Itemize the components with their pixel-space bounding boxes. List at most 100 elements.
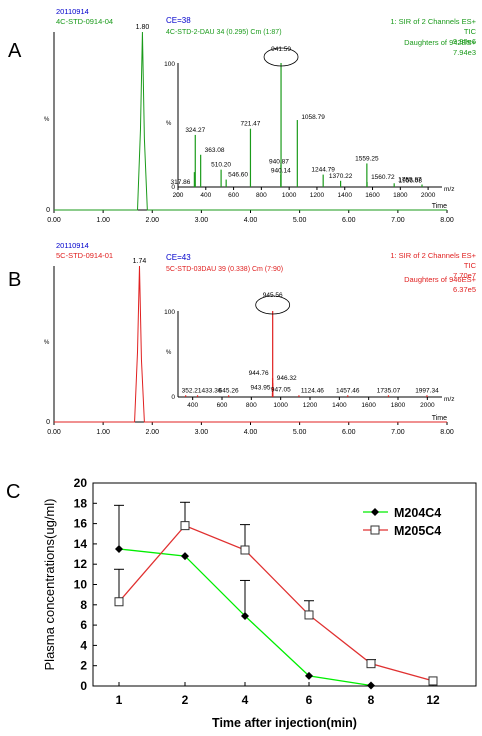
peak-mz-label: 1457.46: [336, 387, 360, 394]
legend-marker: [370, 525, 380, 535]
x-tick-label: 8.00: [440, 429, 454, 436]
x-tick-label: 12: [426, 693, 440, 707]
peak-mz-label: 1735.07: [377, 387, 401, 394]
y-tick-label: 12: [74, 557, 88, 571]
x-tick-label: 6.00: [342, 217, 356, 224]
inset-intensity-label: 7.94e3: [453, 48, 476, 57]
x-tick-label: 5.00: [293, 217, 307, 224]
y-tick-label: 16: [74, 517, 88, 531]
inset-x-tick-label: 600: [228, 192, 239, 199]
peak-mz-label: 946.32: [277, 375, 297, 382]
peak-label: 1.80: [136, 24, 150, 31]
panel-label: A: [8, 40, 22, 62]
peak-mz-label: 324.27: [185, 127, 205, 134]
x-tick-label: 4.00: [244, 429, 258, 436]
daughters-label: Daughters of 942ES+: [404, 38, 477, 47]
inset-x-tick-label: 600: [217, 402, 228, 409]
inset-x-tick-label: 1600: [365, 192, 380, 199]
trace-label: TIC: [464, 27, 477, 36]
peak-mz-label: 940.14: [271, 168, 291, 175]
y-tick-label: 14: [74, 537, 88, 551]
intensity-label: 9.99e6: [453, 37, 476, 46]
x-tick-label: 2.00: [145, 429, 159, 436]
peak-mz-label: 721.47: [241, 121, 261, 128]
peak-mz-label: 947.05: [271, 386, 291, 393]
inset-x-tick-label: 1800: [393, 192, 408, 199]
inset-y-tick-label: 0: [171, 394, 175, 401]
y-tick-label: 4: [80, 638, 87, 652]
y-axis-title: Plasma concentrations(ug/ml): [42, 499, 57, 671]
data-point: [114, 597, 124, 607]
inset-x-tick-label: 1000: [282, 192, 297, 199]
y-tick-label: 18: [74, 496, 88, 510]
inset-x-tick-label: 400: [200, 192, 211, 199]
inset-x-tick-label: 1600: [361, 402, 376, 409]
peak-mz-label: 363.08: [205, 147, 225, 154]
data-point: [366, 659, 376, 669]
x-tick-label: 2.00: [145, 217, 159, 224]
peak-mz-label: 510.20: [211, 162, 231, 169]
x-axis-title: Time: [432, 203, 447, 210]
collision-energy-label: CE=38: [166, 16, 191, 25]
sample-name: 5C-STD-0914-01: [56, 251, 113, 260]
inset-x-tick-label: 1800: [391, 402, 406, 409]
x-tick-label: 8: [368, 693, 375, 707]
data-point: [180, 521, 190, 531]
legend-marker: [371, 508, 379, 516]
x-tick-label: 1.00: [96, 217, 110, 224]
x-tick-label: 0.00: [47, 217, 61, 224]
scan-label: 5C-STD-03DAU 39 (0.338) Cm (7:90): [166, 266, 283, 273]
peak-mz-label: 1755.87: [398, 176, 422, 183]
inset-x-tick-label: 1400: [338, 192, 353, 199]
peak-mz-label: 1244.79: [311, 167, 335, 174]
data-point: [305, 671, 313, 680]
peak-mz-label: 1997.34: [415, 387, 439, 394]
x-tick-label: 7.00: [391, 429, 405, 436]
peak-mz-label: 1124.46: [301, 387, 324, 394]
legend-label: M205C4: [394, 524, 441, 538]
inset-intensity-label: 6.37e5: [453, 285, 476, 294]
highlight-circle: [255, 295, 291, 315]
x-tick-label: 5.00: [293, 429, 307, 436]
data-point: [241, 611, 249, 620]
inset-x-tick-label: 1000: [273, 402, 288, 409]
intensity-label: 7.70e7: [453, 271, 476, 280]
x-axis-title: Time after injection(min): [212, 716, 357, 730]
peak-mz-label: 317.86: [170, 179, 190, 186]
data-point: [304, 610, 314, 620]
x-tick-label: 3.00: [195, 429, 209, 436]
chromatogram-trace: [54, 31, 447, 211]
inset-x-tick-label: 2000: [421, 192, 436, 199]
legend-label: M204C4: [394, 506, 441, 520]
x-tick-label: 2: [182, 693, 189, 707]
inset-x-tick-label: 800: [256, 192, 267, 199]
y-axis-label: %: [44, 117, 50, 123]
y-tick-label: 20: [74, 476, 88, 490]
y-axis-label: %: [44, 340, 50, 346]
run-date: 20110914: [56, 241, 89, 250]
inset-x-tick-label: 400: [187, 402, 198, 409]
inset-x-tick-label: 2000: [420, 402, 435, 409]
inset-x-tick-label: 1200: [310, 192, 325, 199]
inset-x-axis-title: m/z: [444, 396, 454, 403]
data-point: [367, 681, 375, 690]
y-zero-label: 0: [46, 207, 50, 214]
x-tick-label: 6.00: [342, 429, 356, 436]
peak-mz-label: 943.95: [251, 385, 271, 392]
x-tick-label: 7.00: [391, 217, 405, 224]
x-tick-label: 1.00: [96, 429, 110, 436]
inset-x-tick-label: 1200: [303, 402, 318, 409]
peak-mz-label: 1560.72: [371, 174, 395, 181]
inset-x-tick-label: 200: [173, 192, 184, 199]
inset-y-tick-label: 100: [164, 309, 175, 316]
x-tick-label: 4.00: [244, 217, 258, 224]
peak-mz-label: 645.26: [219, 387, 239, 394]
chromatogram-trace: [54, 265, 447, 423]
sample-name: 4C-STD-0914-04: [56, 17, 113, 26]
panel-label: B: [8, 269, 21, 291]
inset-y-tick-label: 100: [164, 61, 175, 68]
data-point: [428, 676, 438, 686]
peak-mz-label: 944.76: [249, 370, 269, 377]
x-tick-label: 4: [242, 693, 249, 707]
